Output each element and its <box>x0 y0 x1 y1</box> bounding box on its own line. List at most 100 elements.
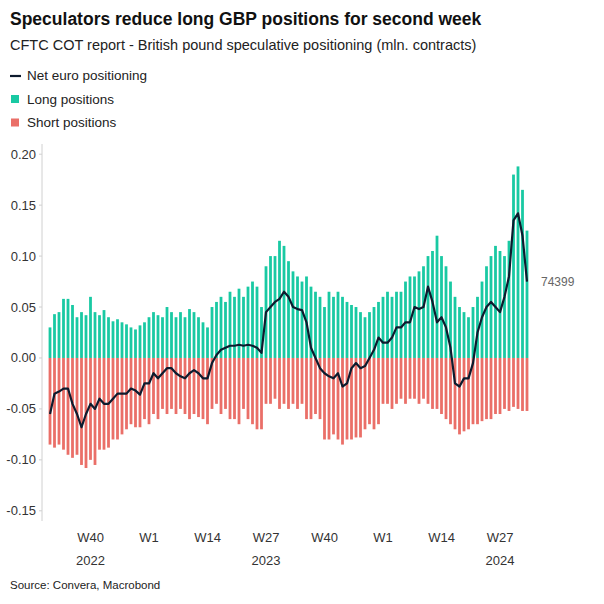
bar <box>445 358 448 419</box>
bar <box>467 358 470 429</box>
bar <box>517 166 520 358</box>
bar <box>287 261 290 358</box>
bar <box>193 312 196 358</box>
bar <box>440 358 443 414</box>
bar <box>170 312 173 358</box>
bar <box>481 358 484 421</box>
y-tick-label: 0.15 <box>11 198 36 213</box>
bar <box>508 358 511 411</box>
bar <box>89 358 92 460</box>
bar <box>440 256 443 358</box>
bar <box>139 325 142 358</box>
legend-label: Short positions <box>27 115 117 130</box>
bar <box>278 358 281 409</box>
bar <box>526 231 529 358</box>
bar <box>418 358 421 404</box>
legend-label: Net euro positioning <box>27 68 147 83</box>
bar <box>328 292 331 358</box>
bar <box>422 266 425 358</box>
bar <box>427 358 430 404</box>
bar <box>292 271 295 358</box>
bar <box>224 358 227 409</box>
bar <box>368 358 371 424</box>
bar <box>445 266 448 358</box>
bar <box>314 292 317 358</box>
y-tick <box>39 154 42 155</box>
bar <box>490 256 493 358</box>
bar <box>188 309 191 358</box>
bar <box>175 358 178 414</box>
bar <box>202 358 205 419</box>
y-tick <box>39 256 42 257</box>
y-tick-label: 0.00 <box>11 350 36 365</box>
bar <box>112 321 115 358</box>
bar <box>328 358 331 440</box>
bar <box>148 317 151 358</box>
bar <box>301 358 304 404</box>
bar <box>409 358 412 399</box>
bar <box>49 358 52 445</box>
bar <box>400 358 403 399</box>
bar <box>125 324 128 358</box>
x-tick-label: W1 <box>373 530 393 545</box>
bar <box>382 358 385 404</box>
bar <box>337 292 340 358</box>
legend-label: Long positions <box>27 92 114 107</box>
bar <box>80 312 83 358</box>
bar <box>98 315 101 358</box>
bar <box>463 312 466 358</box>
bar <box>377 358 380 424</box>
bar <box>287 358 290 409</box>
net-line <box>50 213 527 427</box>
bar <box>377 302 380 358</box>
legend: Net euro positioning Long positions Short … <box>10 68 147 130</box>
bar <box>490 358 493 419</box>
bar <box>49 327 52 358</box>
bar <box>157 358 160 419</box>
bar <box>206 358 209 424</box>
bar <box>332 297 335 358</box>
bar <box>395 358 398 404</box>
bar <box>103 310 106 358</box>
bar <box>242 358 245 409</box>
bar <box>323 358 326 440</box>
bar <box>364 317 367 358</box>
legend-swatch <box>11 95 19 103</box>
bar <box>463 358 466 431</box>
bar <box>161 317 164 358</box>
bar <box>521 190 524 358</box>
bar <box>355 307 358 358</box>
bar <box>58 312 61 358</box>
bar <box>458 358 461 434</box>
bar <box>260 358 263 429</box>
bar <box>404 282 407 358</box>
y-tick <box>39 510 42 511</box>
bar <box>355 358 358 437</box>
bar <box>337 358 340 440</box>
bar <box>247 358 250 419</box>
bar <box>215 358 218 404</box>
legend-swatch <box>10 75 21 77</box>
bar <box>233 297 236 358</box>
bar <box>395 292 398 358</box>
bar <box>197 358 200 417</box>
subtitle: CFTC COT report - British pound speculat… <box>10 37 476 53</box>
bar <box>197 317 200 358</box>
bar <box>76 317 79 358</box>
bar <box>494 358 497 414</box>
bar <box>170 358 173 409</box>
bar <box>305 358 308 419</box>
bar <box>107 317 110 358</box>
bar <box>283 246 286 358</box>
bar <box>233 358 236 419</box>
bar <box>80 358 83 465</box>
x-tick-label: W40 <box>311 530 338 545</box>
bar <box>382 297 385 358</box>
bar <box>346 302 349 358</box>
y-tick-label: 0.10 <box>11 249 36 264</box>
bar <box>53 314 56 358</box>
bar <box>215 302 218 358</box>
bar <box>98 358 101 450</box>
bar <box>283 358 286 404</box>
bar <box>512 358 515 407</box>
